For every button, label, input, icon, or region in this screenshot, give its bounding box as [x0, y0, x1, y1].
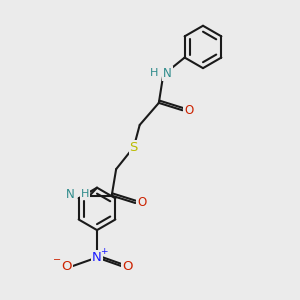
Text: O: O: [184, 104, 194, 117]
Text: N: N: [66, 188, 75, 201]
Text: H: H: [150, 68, 158, 78]
Text: H: H: [81, 189, 89, 199]
Text: S: S: [130, 141, 138, 154]
Text: N: N: [163, 67, 172, 80]
Text: N: N: [92, 251, 102, 264]
Text: O: O: [122, 260, 133, 273]
Text: O: O: [137, 196, 146, 209]
Text: −: −: [52, 255, 61, 265]
Text: +: +: [100, 247, 107, 256]
Text: O: O: [61, 260, 72, 273]
